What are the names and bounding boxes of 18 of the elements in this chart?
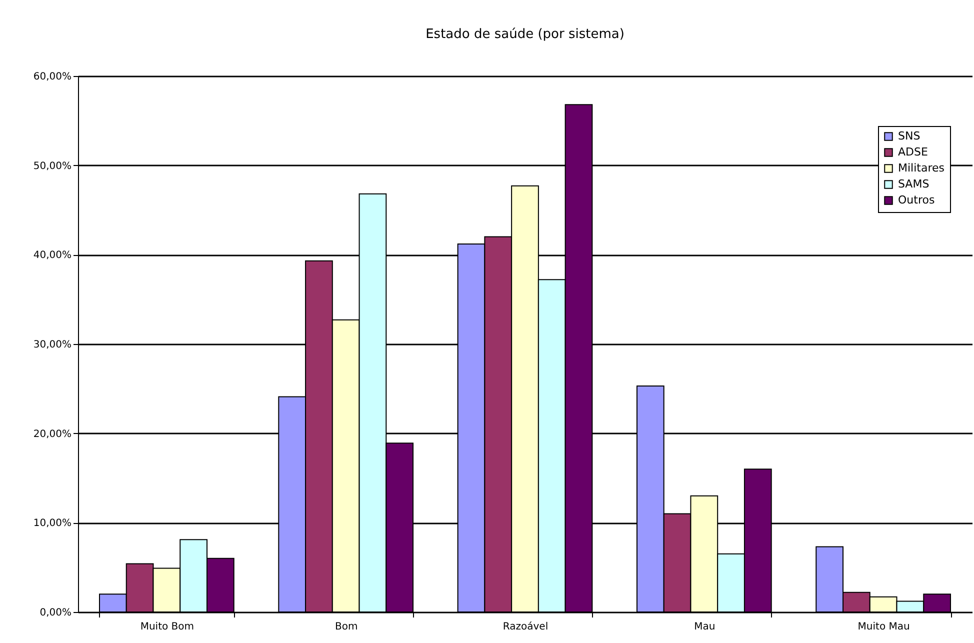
x-tick-label: Muito Mau	[858, 622, 910, 632]
y-tick-label: 20,00%	[33, 428, 72, 440]
y-tick-label: 0,00%	[40, 608, 72, 618]
x-tick-label: Mau	[694, 622, 716, 632]
x-tick-label: Muito Bom	[140, 622, 194, 632]
x-tick-label: Bom	[334, 622, 358, 632]
y-tick-label: 50,00%	[33, 160, 72, 172]
legend-label: Outros	[898, 194, 935, 206]
y-tick-label: 60,00%	[33, 72, 72, 82]
legend-label: ADSE	[898, 146, 928, 158]
legend-label: SAMS	[898, 178, 930, 190]
y-tick-label: 40,00%	[33, 250, 72, 262]
x-tick-label: Razoável	[502, 622, 548, 632]
y-tick-label: 10,00%	[33, 518, 72, 530]
legend-label: Militares	[898, 162, 945, 174]
chart-title: Estado de saúde (por sistema)	[426, 27, 624, 42]
y-tick-label: 30,00%	[33, 340, 72, 350]
legend-label: SNS	[898, 130, 920, 142]
